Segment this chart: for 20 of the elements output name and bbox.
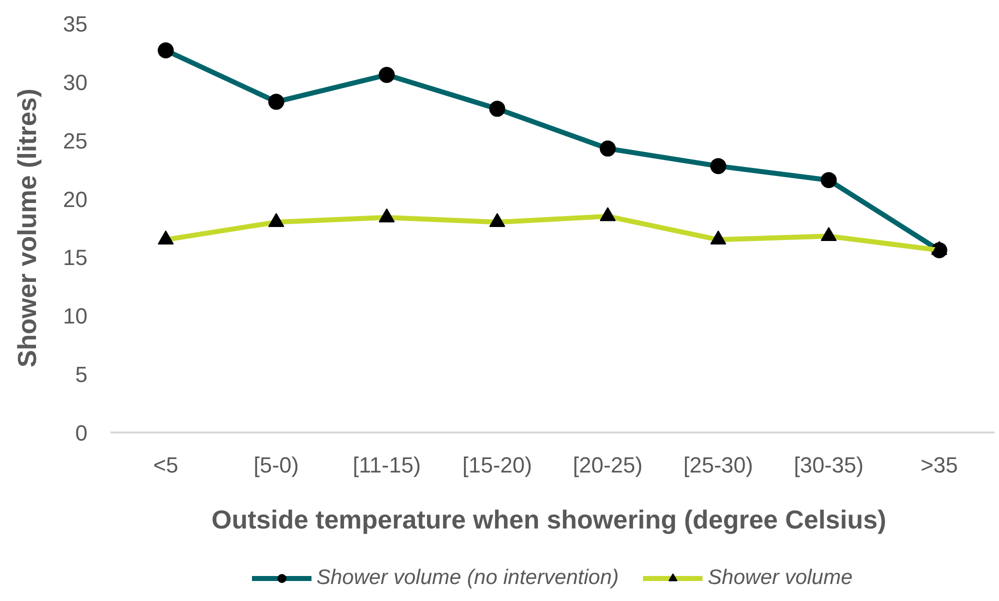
x-tick-label: <5 — [153, 452, 178, 478]
legend-label: Shower volume — [708, 566, 853, 590]
x-tick-label: [25-30) — [683, 452, 754, 478]
y-tick-label: 35 — [63, 12, 88, 36]
x-tick-label: >35 — [920, 452, 958, 478]
legend-label: Shower volume (no intervention) — [316, 566, 619, 590]
x-axis-title: Outside temperature when showering (degree Celsius) — [212, 504, 886, 534]
x-tick-label: [30-35) — [794, 452, 864, 478]
y-tick-label: 0 — [75, 420, 88, 446]
x-tick-label: [11-15) — [352, 452, 421, 478]
y-tick-label: 25 — [63, 128, 88, 154]
y-axis-title: Shower volume (litres) — [12, 88, 42, 368]
x-tick-label: [15-20) — [462, 452, 532, 478]
x-tick-label: [20-25) — [572, 452, 643, 478]
y-tick-label: 10 — [63, 304, 88, 329]
y-tick-label: 5 — [75, 362, 88, 388]
x-tick-label: [5-0) — [254, 452, 299, 478]
y-tick-label: 30 — [63, 70, 88, 95]
y-tick-label: 15 — [63, 245, 88, 270]
y-tick-label: 20 — [63, 186, 88, 212]
